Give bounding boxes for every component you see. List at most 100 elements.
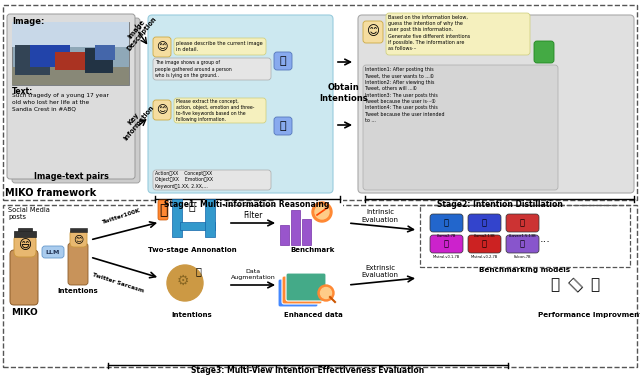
Text: Mistral-v0.1-7B: Mistral-v0.1-7B [433, 255, 460, 259]
Text: please describe the current image
in detail.: please describe the current image in det… [176, 41, 263, 52]
FancyBboxPatch shape [155, 260, 223, 310]
Text: Mistral-v0.2-7B: Mistral-v0.2-7B [470, 255, 498, 259]
Text: Two-stage Annonation: Two-stage Annonation [148, 247, 236, 253]
Text: Key
Information: Key Information [117, 100, 155, 142]
Bar [12, 22, 129, 47]
FancyBboxPatch shape [430, 214, 463, 232]
Text: Performance Improvment: Performance Improvment [538, 312, 640, 318]
Bar [291, 210, 300, 245]
Bar [420, 205, 630, 267]
FancyBboxPatch shape [286, 273, 326, 301]
Text: 😊: 😊 [367, 26, 380, 39]
Text: Action：XX    Concept：XX
Object：XX    Emotion：XX
Keyword：1.XX, 2.XX,...: Action：XX Concept：XX Object：XX Emotion：X… [155, 171, 213, 189]
Text: Enhanced data: Enhanced data [284, 312, 342, 318]
FancyBboxPatch shape [153, 58, 271, 80]
Bar [70, 228, 87, 232]
Text: 😄: 😄 [19, 240, 31, 252]
Bar [3, 5, 637, 200]
FancyBboxPatch shape [363, 65, 558, 190]
Bar [3, 205, 637, 367]
Text: MIKO: MIKO [12, 308, 38, 317]
FancyBboxPatch shape [174, 98, 266, 123]
Bar [30, 45, 70, 67]
Text: Intrinsic
Evaluation: Intrinsic Evaluation [362, 210, 399, 223]
Text: Data
Augmentation: Data Augmentation [230, 269, 275, 280]
Bar [205, 199, 215, 237]
FancyBboxPatch shape [158, 200, 168, 220]
Text: 🚀: 🚀 [591, 278, 600, 292]
Circle shape [315, 205, 329, 219]
FancyBboxPatch shape [275, 195, 343, 245]
Text: Stage3: Multi-View Intention Effectiveness Evaluation: Stage3: Multi-View Intention Effectivene… [191, 366, 424, 375]
Text: 🚀: 🚀 [550, 278, 559, 292]
FancyBboxPatch shape [68, 243, 88, 285]
Circle shape [167, 265, 203, 301]
FancyBboxPatch shape [506, 214, 539, 232]
Text: ⚙: ⚙ [177, 274, 189, 288]
Bar [14, 231, 36, 237]
Text: ···: ··· [540, 237, 550, 247]
FancyBboxPatch shape [10, 250, 38, 305]
Text: 🧑: 🧑 [159, 203, 167, 217]
Bar [55, 52, 85, 70]
FancyBboxPatch shape [358, 15, 634, 193]
Text: Image-text pairs: Image-text pairs [33, 172, 108, 181]
FancyBboxPatch shape [274, 52, 292, 70]
Text: Intentions: Intentions [172, 312, 212, 318]
Bar [18, 228, 32, 231]
Text: MIKO framework: MIKO framework [5, 188, 96, 198]
Text: 😊: 😊 [156, 42, 168, 52]
FancyBboxPatch shape [386, 13, 530, 55]
Text: Text:: Text: [12, 87, 33, 96]
Circle shape [312, 202, 332, 222]
FancyBboxPatch shape [468, 235, 501, 253]
Text: Intention1: After posting this
Tweet, the user wants to ...①
Intention2: After v: Intention1: After posting this Tweet, th… [365, 67, 445, 123]
FancyBboxPatch shape [7, 14, 135, 179]
Text: Benchmarking models: Benchmarking models [479, 267, 571, 273]
FancyBboxPatch shape [155, 195, 223, 245]
Text: Intentions: Intentions [58, 288, 99, 294]
FancyBboxPatch shape [42, 246, 64, 258]
Bar [280, 225, 289, 245]
FancyBboxPatch shape [534, 41, 554, 63]
Bar [12, 67, 129, 85]
Text: Social Media
posts: Social Media posts [8, 207, 50, 220]
Bar [180, 222, 215, 230]
Bar [12, 22, 129, 85]
Text: 👷: 👷 [189, 202, 195, 212]
Text: 🐦: 🐦 [520, 240, 525, 249]
Text: Obtain
Intentions: Obtain Intentions [320, 83, 368, 103]
Text: Filter: Filter [243, 211, 262, 220]
Text: Benchmark: Benchmark [291, 247, 335, 253]
Text: 🤖: 🤖 [540, 45, 548, 58]
Text: 🚀: 🚀 [566, 276, 584, 294]
FancyBboxPatch shape [282, 276, 322, 304]
FancyBboxPatch shape [153, 170, 271, 190]
Text: Image
Description: Image Description [120, 12, 157, 53]
Text: 😊: 😊 [73, 234, 83, 244]
FancyBboxPatch shape [274, 117, 292, 135]
Circle shape [321, 288, 332, 298]
Text: Extrinsic
Evaluation: Extrinsic Evaluation [362, 264, 399, 278]
Text: Such tragedy of a young 17 year
old who lost her life at the
Sandia Crest in #AB: Such tragedy of a young 17 year old who … [12, 93, 109, 111]
FancyBboxPatch shape [278, 279, 318, 307]
FancyBboxPatch shape [153, 100, 171, 120]
FancyBboxPatch shape [275, 260, 343, 310]
Text: Llama2-7B: Llama2-7B [436, 234, 456, 238]
FancyBboxPatch shape [70, 230, 87, 247]
Text: 👁: 👁 [520, 219, 525, 228]
FancyBboxPatch shape [153, 37, 171, 57]
Bar [172, 199, 182, 237]
Text: The image shows a group of
people gathered around a person
who is lying on the g: The image shows a group of people gather… [155, 60, 232, 78]
Text: 🤖: 🤖 [280, 56, 286, 66]
Bar [302, 219, 311, 245]
Text: Stage1: Multi-information Reasonaing: Stage1: Multi-information Reasonaing [164, 200, 330, 209]
Circle shape [318, 285, 334, 301]
Text: 💡: 💡 [195, 266, 201, 276]
Text: Please extract the concept,
action, object, emotion and three-
to-five keywords : Please extract the concept, action, obje… [176, 99, 254, 122]
Text: Llama2-13B: Llama2-13B [473, 234, 495, 238]
Text: 🤖: 🤖 [280, 121, 286, 131]
Text: 🌀: 🌀 [444, 240, 449, 249]
Bar [95, 45, 115, 60]
FancyBboxPatch shape [468, 214, 501, 232]
